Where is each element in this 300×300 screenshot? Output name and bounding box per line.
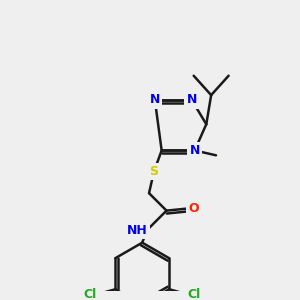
Text: N: N	[150, 94, 160, 106]
Text: O: O	[188, 202, 199, 215]
Text: Cl: Cl	[83, 288, 97, 300]
Text: N: N	[187, 94, 197, 106]
Text: S: S	[149, 165, 158, 178]
Text: Cl: Cl	[188, 288, 201, 300]
Text: N: N	[190, 144, 200, 157]
Text: NH: NH	[127, 224, 148, 236]
